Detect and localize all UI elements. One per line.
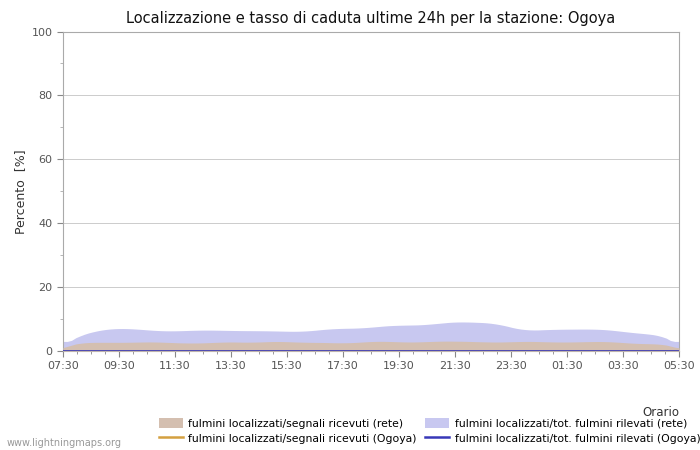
Text: www.lightningmaps.org: www.lightningmaps.org [7, 438, 122, 448]
Text: Orario: Orario [642, 406, 679, 419]
Title: Localizzazione e tasso di caduta ultime 24h per la stazione: Ogoya: Localizzazione e tasso di caduta ultime … [127, 11, 615, 26]
Legend: fulmini localizzati/segnali ricevuti (rete), fulmini localizzati/segnali ricevut: fulmini localizzati/segnali ricevuti (re… [155, 414, 700, 448]
Y-axis label: Percento  [%]: Percento [%] [15, 149, 27, 234]
